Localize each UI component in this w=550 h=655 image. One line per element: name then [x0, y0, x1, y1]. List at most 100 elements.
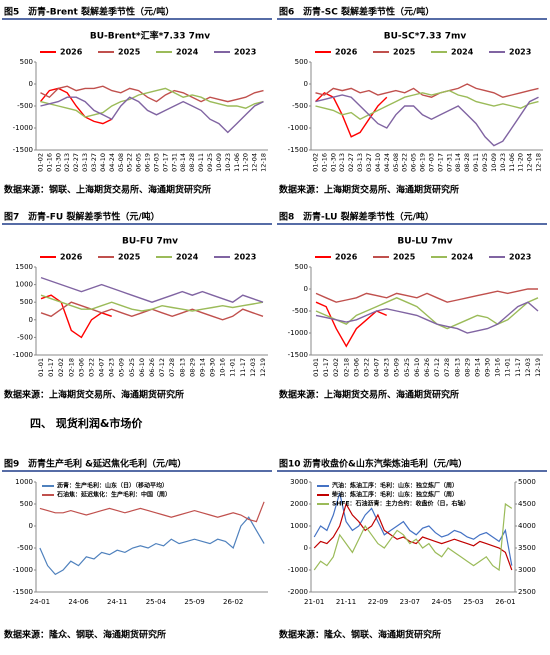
- x-tick-label: 07-31: [170, 153, 178, 172]
- y-tick-label: -500: [17, 102, 33, 110]
- x-tick-label: 23-07: [400, 598, 420, 606]
- x-tick-label: 07-03: [152, 153, 160, 172]
- x-tick-label: 01-16: [320, 153, 328, 172]
- x-tick-label: 07-12: [158, 358, 166, 377]
- x-tick-label: 06-10: [413, 358, 421, 377]
- series-line: [40, 276, 264, 303]
- legend-label: 2026: [335, 48, 358, 57]
- x-tick-label: 21-01: [304, 598, 324, 606]
- source-note: 数据来源：钢联、上海期货交易所、海通期货研究所: [4, 184, 211, 196]
- x-tick-label: 26-02: [223, 598, 243, 606]
- legend-label: 沥青：生产毛利：山东（日）（移动平均）: [57, 482, 168, 490]
- x-tick-label: 01-02: [311, 153, 319, 172]
- x-tick-label: 08-14: [179, 153, 187, 172]
- x-tick-label: 02-18: [342, 358, 350, 377]
- legend-label: 柴油：炼油工序：毛利：山东：独立炼厂（周）: [331, 491, 458, 499]
- x-tick-label: 24-01: [30, 598, 50, 606]
- x-tick-label: 11-01: [229, 358, 237, 377]
- legend-label: 2026: [60, 48, 83, 57]
- y-tick-label: 500: [295, 58, 308, 66]
- x-tick-label: 10-16: [219, 358, 227, 377]
- legend-label: 汽油：炼油工序：毛利：山东：独立炼厂（周）: [332, 482, 458, 490]
- legend-label: 2024: [451, 253, 474, 262]
- y2-tick-label: 4500: [518, 500, 536, 508]
- x-tick-label: 05-22: [401, 153, 409, 172]
- y2-tick-label: 5000: [518, 478, 536, 486]
- legend-label: 2026: [60, 253, 83, 262]
- y-tick-label: 500: [295, 263, 308, 271]
- x-tick-label: 05-08: [117, 153, 125, 172]
- x-tick-label: 06-10: [138, 358, 146, 377]
- legend-label: 2023: [509, 253, 531, 262]
- x-tick-label: 26-01: [495, 598, 515, 606]
- x-tick-label: 08-29: [188, 358, 196, 377]
- x-tick-label: 08-28: [188, 153, 196, 172]
- x-tick-label: 25-03: [463, 598, 483, 606]
- series-line: [315, 94, 539, 147]
- y2-tick-label: 3500: [518, 544, 536, 552]
- figure-label: 图10: [279, 459, 301, 470]
- x-tick-label: 07-17: [161, 153, 169, 172]
- figure-label: 图7: [4, 212, 19, 223]
- series-line: [313, 492, 513, 566]
- x-tick-label: 24-11: [107, 598, 127, 606]
- x-tick-label: 04-23: [383, 358, 391, 377]
- series-line: [315, 301, 539, 334]
- y-tick-label: 500: [20, 298, 33, 306]
- x-tick-label: 05-08: [392, 153, 400, 172]
- x-tick-label: 08-28: [463, 153, 471, 172]
- x-tick-label: 04-10: [374, 153, 382, 172]
- x-tick-label: 24-05: [432, 598, 452, 606]
- legend-label: 2023: [234, 48, 256, 57]
- figure-title: 沥青-SC 裂解差季节性（元/吨）: [303, 6, 434, 18]
- x-tick-label: 02-18: [67, 358, 75, 377]
- x-tick-label: 10-23: [499, 153, 507, 172]
- legend-label: 2025: [393, 253, 416, 262]
- legend-label: 2026: [335, 253, 358, 262]
- figure-title: 沥青-LU 裂解差季节性（元/吨）: [303, 211, 434, 223]
- x-tick-label: 05-09: [393, 358, 401, 377]
- x-tick-label: 07-03: [427, 153, 435, 172]
- y-tick-label: 0: [29, 80, 33, 88]
- x-tick-label: 09-30: [484, 358, 492, 377]
- y-tick-label: 3000: [290, 478, 308, 486]
- y-tick-label: 500: [20, 500, 33, 508]
- y-tick-label: 2000: [290, 500, 308, 508]
- x-tick-label: 10-23: [224, 153, 232, 172]
- x-tick-label: 03-13: [356, 153, 364, 172]
- series-line: [40, 87, 264, 118]
- x-tick-label: 12-19: [534, 358, 542, 377]
- x-tick-label: 06-05: [135, 153, 143, 172]
- series-line: [313, 502, 513, 571]
- series-line: [315, 91, 388, 138]
- legend-label: 2023: [234, 253, 256, 262]
- x-tick-label: 25-04: [146, 598, 167, 606]
- x-tick-label: 08-29: [463, 358, 471, 377]
- x-tick-label: 02-13: [63, 153, 71, 172]
- figure-label: 图9: [4, 459, 19, 470]
- y-tick-label: -1000: [288, 124, 308, 132]
- x-tick-label: 11-20: [517, 153, 525, 172]
- x-tick-label: 07-31: [445, 153, 453, 172]
- x-tick-label: 22-09: [368, 598, 388, 606]
- x-tick-label: 06-19: [419, 153, 427, 172]
- series-line: [40, 85, 264, 103]
- y-tick-label: -1000: [288, 566, 308, 574]
- x-tick-label: 09-30: [209, 358, 217, 377]
- y-tick-label: 1000: [15, 478, 33, 486]
- x-tick-label: 06-05: [410, 153, 418, 172]
- x-tick-label: 10-09: [490, 153, 498, 172]
- x-tick-label: 06-19: [144, 153, 152, 172]
- series-line: [40, 294, 112, 339]
- x-tick-label: 02-27: [72, 153, 80, 172]
- y-tick-label: -500: [17, 544, 33, 552]
- series-line: [40, 96, 264, 134]
- series-line: [315, 301, 387, 348]
- x-tick-label: 02-27: [347, 153, 355, 172]
- source-note: 数据来源：上海期货交易所、海通期货研究所: [279, 389, 459, 401]
- series-line: [315, 288, 538, 303]
- series-line: [40, 294, 264, 312]
- x-tick-label: 05-25: [128, 358, 136, 377]
- x-tick-label: 04-07: [373, 358, 381, 377]
